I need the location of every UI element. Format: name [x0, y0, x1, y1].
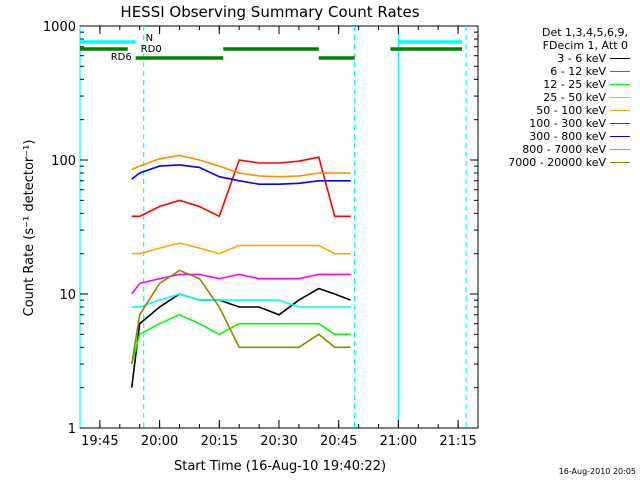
x-tick-label-6: 21:15 — [439, 434, 476, 449]
legend-entry-5: 100 - 300 keV — [480, 117, 630, 130]
y-tick-label-3: 1000 — [43, 20, 76, 35]
x-tick-label-1: 20:00 — [141, 434, 178, 449]
series-line-6 — [131, 164, 351, 185]
legend-entry-label: 12 - 25 keV — [543, 78, 606, 91]
series-line-5 — [131, 156, 351, 218]
x-tick-label-4: 20:45 — [320, 434, 357, 449]
timestamp-stamp: 16-Aug-2010 20:05 — [558, 467, 636, 476]
legend-entry-label: 800 - 7000 keV — [522, 143, 606, 156]
legend-entry-swatch — [610, 84, 630, 85]
x-tick-label-0: 19:45 — [81, 434, 118, 449]
legend-entry-3: 25 - 50 keV — [480, 91, 630, 104]
series-line-4 — [131, 242, 351, 255]
legend-entries: 3 - 6 keV 6 - 12 keV 12 - 25 keV 25 - 50 ke… — [480, 52, 630, 169]
legend-entry-label: 7000 - 20000 keV — [508, 156, 606, 169]
legend-entry-swatch — [610, 162, 630, 163]
series-line-0 — [130, 287, 351, 388]
legend-entry-2: 12 - 25 keV — [480, 78, 630, 91]
legend-entry-label: 3 - 6 keV — [557, 52, 606, 65]
legend-entry-swatch — [610, 136, 630, 137]
legend-header-line-2: FDecim 1, Att 0 — [542, 39, 628, 52]
y-axis-label: Count Rate (s⁻¹ detector⁻¹) — [22, 140, 37, 317]
legend-entry-label: 6 - 12 keV — [550, 65, 606, 78]
legend-entry-7: 800 - 7000 keV — [480, 143, 630, 156]
plot-area: 1 10 100 1000 19:45 20:00 20:15 20:30 20:45 21:00… — [43, 20, 479, 449]
x-tick-label-2: 20:15 — [201, 434, 238, 449]
legend-entry-label: 300 - 800 keV — [529, 130, 606, 143]
legend-entry-swatch — [610, 97, 630, 98]
flag-label-rd6: RD6 — [111, 52, 132, 63]
series-line-2 — [130, 313, 351, 365]
chart-title: HESSI Observing Summary Count Rates — [120, 3, 419, 21]
legend-entry-label: 100 - 300 keV — [529, 117, 606, 130]
y-tick-label-2: 100 — [51, 154, 76, 169]
legend-header-line-1: Det 1,3,4,5,6,9, — [541, 26, 628, 39]
plot-frame — [79, 25, 479, 429]
legend-entry-8: 7000 - 20000 keV — [480, 156, 630, 169]
y-tick-label-1: 10 — [59, 288, 76, 303]
legend-entry-label: 25 - 50 keV — [543, 91, 606, 104]
legend-entry-swatch — [610, 71, 630, 72]
y-tick-label-0: 1 — [68, 422, 76, 437]
legend-entry-swatch — [610, 123, 630, 124]
legend-entry-label: 50 - 100 keV — [536, 104, 606, 117]
legend-entry-4: 50 - 100 keV — [480, 104, 630, 117]
legend-entry-1: 6 - 12 keV — [480, 65, 630, 78]
x-tick-label-5: 21:00 — [380, 434, 417, 449]
legend-entry-6: 300 - 800 keV — [480, 130, 630, 143]
legend-entry-0: 3 - 6 keV — [480, 52, 630, 65]
flag-label-n: N — [146, 33, 153, 44]
flag-label-rd0: RD0 — [141, 44, 162, 55]
series-line-1 — [131, 273, 351, 295]
legend-entry-swatch — [610, 110, 630, 111]
legend-entry-swatch — [610, 58, 630, 59]
series-line-8 — [130, 269, 351, 365]
series-line-7 — [131, 154, 351, 178]
legend-entry-swatch — [610, 149, 630, 150]
series-line-3 — [131, 293, 351, 308]
x-tick-label-3: 20:30 — [260, 434, 297, 449]
x-axis-label: Start Time (16-Aug-10 19:40:22) — [174, 459, 386, 474]
legend: Det 1,3,4,5,6,9, FDecim 1, Att 0 3 - 6 k… — [480, 26, 630, 169]
